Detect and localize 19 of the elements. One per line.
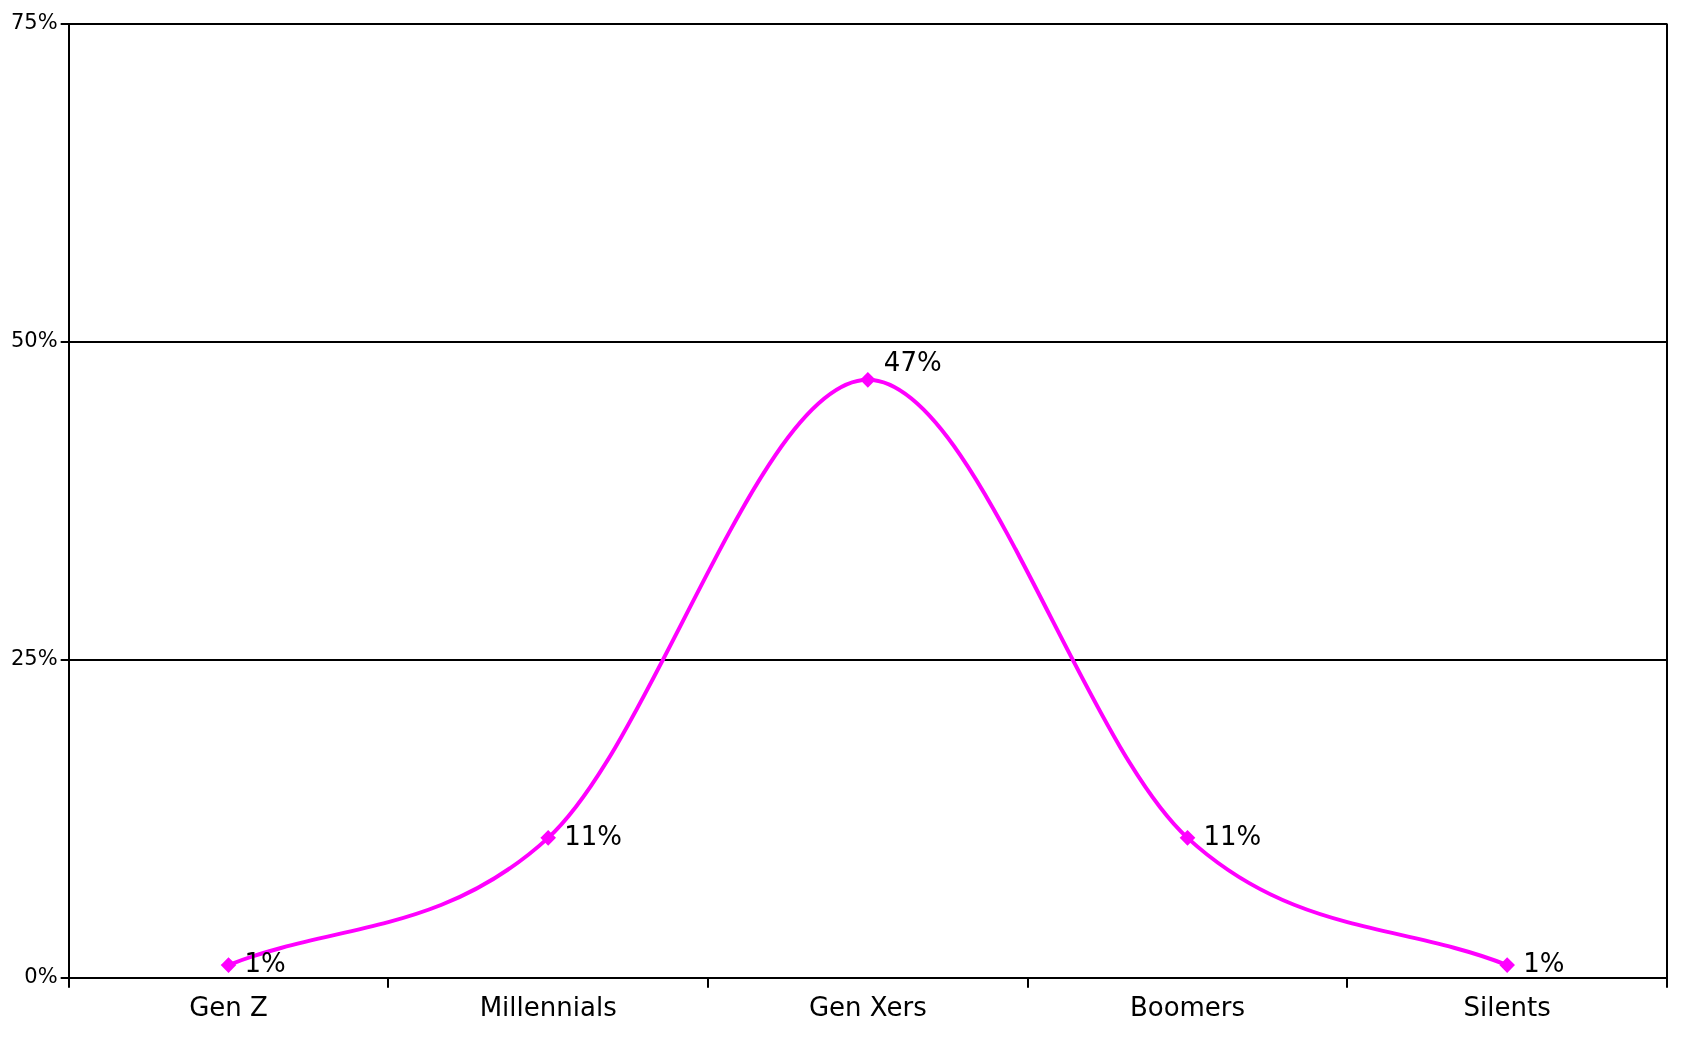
x-tick-label: Gen Xers: [808, 992, 927, 1023]
y-tick-label: 50%: [10, 328, 58, 353]
x-tick-label: Silents: [1463, 992, 1551, 1023]
point: [221, 958, 236, 973]
x-tick-label: Millennials: [479, 992, 617, 1023]
point: [860, 372, 875, 387]
data-label: 11%: [1203, 820, 1262, 851]
data-label: 47%: [883, 346, 942, 377]
x-tick-label: Boomers: [1129, 992, 1246, 1023]
y-tick-label: 75%: [10, 10, 58, 35]
x-tick-label: Gen Z: [189, 992, 268, 1023]
point: [1180, 830, 1195, 845]
data-label: 1%: [1523, 947, 1565, 978]
data-label: 11%: [564, 820, 622, 851]
point: [1500, 958, 1515, 973]
y-tick-label: 25%: [10, 646, 58, 671]
y-tick-label: 0%: [24, 964, 58, 989]
point: [541, 830, 556, 845]
data-label: 1%: [244, 947, 286, 978]
